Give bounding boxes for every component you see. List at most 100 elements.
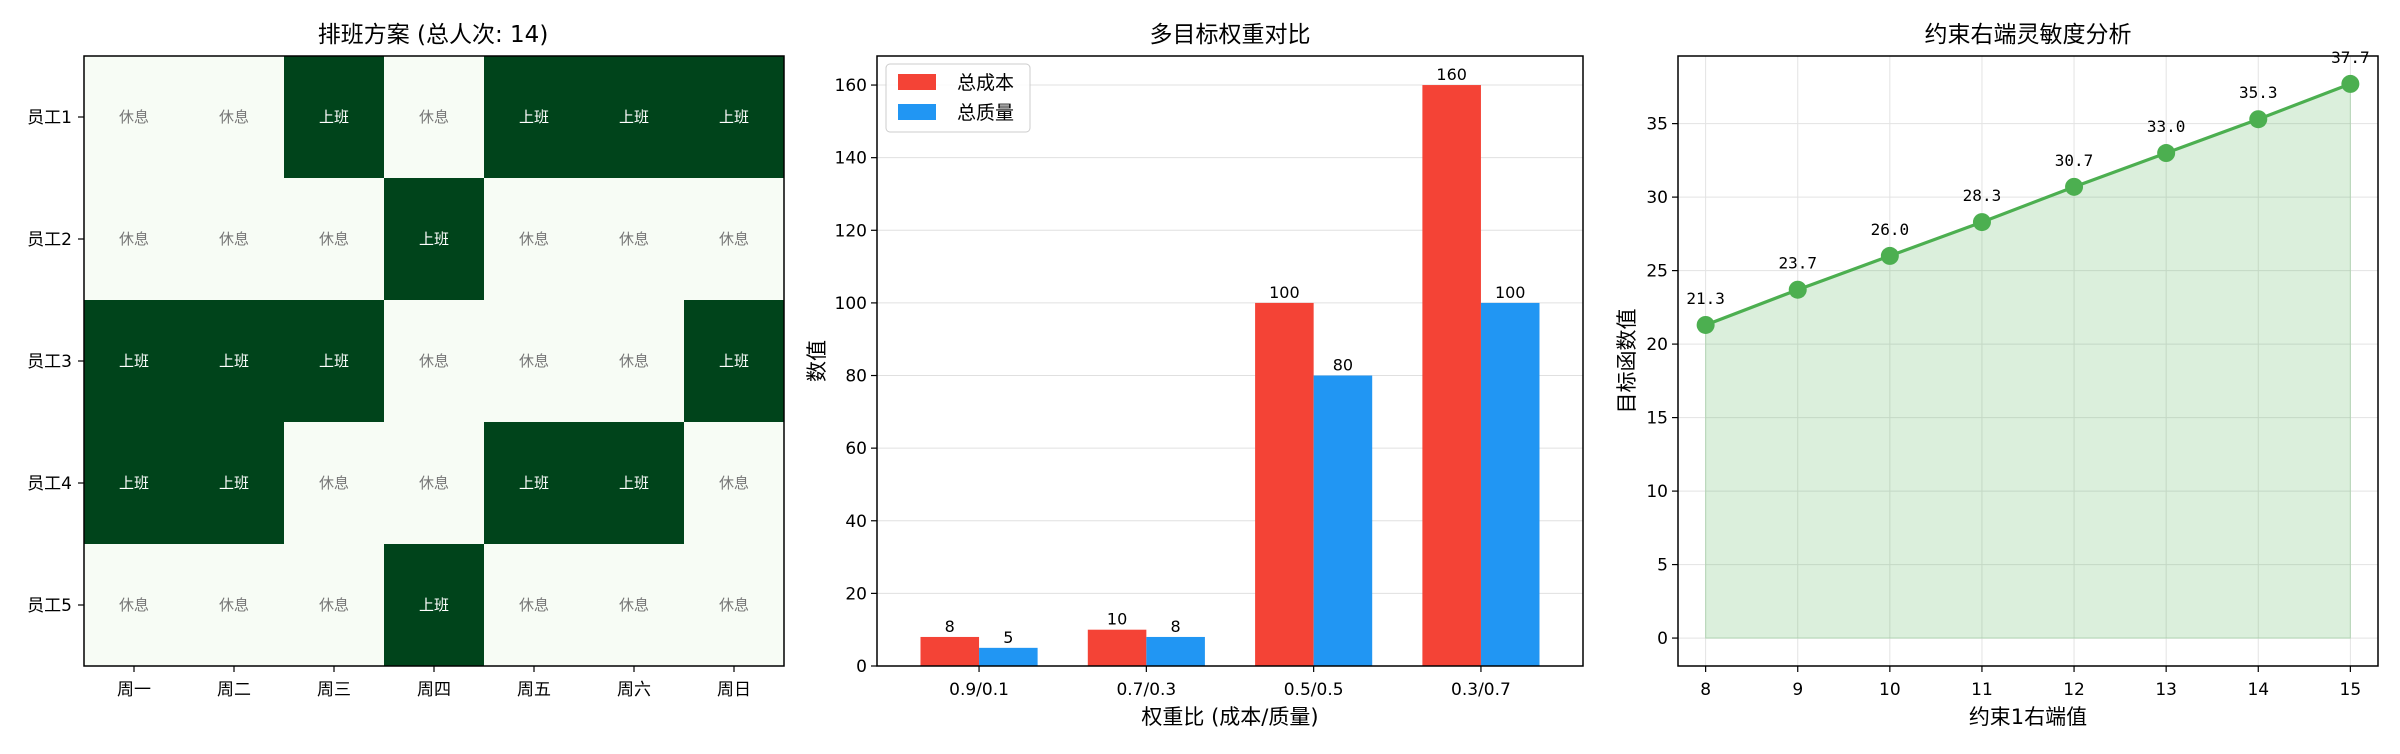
line-point (1788, 280, 1807, 299)
heatmap-cell-label: 休息 (319, 474, 349, 492)
heatmap-cell-label: 上班 (119, 352, 149, 370)
bar-value-label: 100 (1495, 283, 1526, 302)
heatmap-cell-label: 休息 (219, 596, 249, 614)
heatmap-cell (84, 56, 185, 179)
heatmap-cell (184, 178, 285, 301)
line-x-tick-label: 13 (2155, 680, 2177, 700)
heatmap-cell-label: 休息 (419, 352, 449, 370)
heatmap-cell-label: 上班 (119, 474, 149, 492)
line-x-axis-label: 约束1右端值 (1969, 705, 2087, 729)
heatmap-cell (684, 178, 785, 301)
heatmap-cell (484, 178, 585, 301)
bar-plot-frame (876, 55, 1584, 667)
bar-x-tick-label: 0.3/0.7 (1451, 680, 1511, 700)
heatmap-cell-label: 上班 (219, 352, 249, 370)
line-point (2341, 74, 2360, 93)
heatmap-cell-label: 上班 (419, 596, 449, 614)
legend-label-cost: 总成本 (957, 72, 1014, 94)
bar-y-tick-label: 140 (835, 149, 867, 169)
heatmap-cell (384, 56, 485, 179)
bar-x-tick-label: 0.7/0.3 (1116, 680, 1176, 700)
bar-value-label: 5 (1003, 628, 1013, 647)
heatmap-cell (484, 300, 585, 423)
line-point-label: 37.7 (2331, 48, 2370, 67)
heatmap-cell-label: 休息 (519, 230, 549, 248)
heatmap-col-label: 周四 (417, 680, 451, 700)
heatmap-cell-label: 休息 (619, 596, 649, 614)
legend-swatch-cost (898, 74, 936, 90)
heatmap-cell-label: 休息 (519, 596, 549, 614)
line-x-tick-label: 12 (2063, 680, 2085, 700)
line-point-label: 30.7 (2055, 151, 2094, 170)
line-point (2249, 110, 2268, 129)
heatmap-cell (584, 56, 685, 179)
bar-legend: 总成本 总质量 (885, 63, 1031, 133)
heatmap-cell (184, 300, 285, 423)
heatmap-cell (684, 300, 785, 423)
heatmap-col-label: 周日 (717, 680, 751, 700)
heatmap-col-label: 周二 (217, 680, 251, 700)
heatmap-cell (384, 300, 485, 423)
bar (1146, 636, 1205, 666)
heatmap-cell (184, 544, 285, 667)
line-y-tick-label: 10 (1646, 482, 1668, 502)
heatmap-cell (584, 300, 685, 423)
heatmap-cell-label: 上班 (719, 108, 749, 126)
weight-comparison-bar-chart: 多目标权重对比 8 10 100 160 5 8 80 100 0 20 40 60 80 100 120… (805, 22, 1584, 729)
heatmap-cell-label: 休息 (419, 474, 449, 492)
heatmap-cell-label: 休息 (219, 108, 249, 126)
bar-y-tick-label: 40 (845, 512, 867, 532)
heatmap-cell-label: 休息 (719, 230, 749, 248)
heatmap-cell-label: 上班 (719, 352, 749, 370)
bar (979, 647, 1038, 666)
heatmap-cell (584, 422, 685, 545)
heatmap-column-labels: 周一 周二 周三 周四 周五 周六 周日 (117, 666, 751, 700)
heatmap-cell (284, 178, 385, 301)
heatmap-cell (84, 300, 185, 423)
bar-chart-title: 多目标权重对比 (1150, 22, 1311, 48)
heatmap-cell (384, 178, 485, 301)
bar (1313, 375, 1373, 666)
bar (1087, 629, 1147, 666)
heatmap-cell (684, 544, 785, 667)
line-x-tick-label: 8 (1700, 680, 1711, 700)
bar (1255, 302, 1314, 666)
heatmap-cell (84, 178, 185, 301)
bar-y-tick-label: 160 (835, 76, 867, 96)
line-point-label: 35.3 (2239, 83, 2278, 102)
heatmap-row-label: 员工4 (27, 474, 72, 494)
line-y-tick-label: 25 (1646, 262, 1668, 282)
line-point (1696, 315, 1715, 334)
bar-value-label: 10 (1107, 610, 1127, 629)
bar-y-ticks: 0 20 40 60 80 100 120 140 160 (835, 76, 877, 677)
bar (1422, 85, 1481, 667)
heatmap-cell (484, 544, 585, 667)
heatmap-col-label: 周一 (117, 680, 151, 700)
bar-y-tick-label: 100 (835, 294, 867, 314)
line-x-ticks: 8 9 10 11 12 13 14 15 (1700, 666, 2361, 700)
heatmap-row-label: 员工3 (27, 352, 72, 372)
line-y-axis-label: 目标函数值 (1615, 309, 1639, 414)
line-area-fill (1705, 83, 2351, 639)
line-point-label: 33.0 (2147, 117, 2186, 136)
heatmap-cell (384, 544, 485, 667)
heatmap-cell-label: 休息 (119, 108, 149, 126)
bar-value-label: 100 (1269, 283, 1300, 302)
line-y-tick-label: 20 (1646, 335, 1668, 355)
bar-x-tick-label: 0.5/0.5 (1284, 680, 1344, 700)
bar-x-axis-label: 权重比 (成本/质量) (1141, 705, 1318, 729)
line-series: 21.3 23.7 26.0 28.3 30.7 33.0 35.3 37.7 (1686, 48, 2370, 639)
bar-x-tick-label: 0.9/0.1 (949, 680, 1009, 700)
sensitivity-line-chart: 约束右端灵敏度分析 21.3 23.7 26.0 28.3 30.7 33.0 35.3 37… (1615, 22, 2379, 729)
heatmap-cell-label: 休息 (119, 596, 149, 614)
bar-y-tick-label: 80 (845, 367, 867, 387)
bar-value-label: 8 (1171, 617, 1181, 636)
line-y-tick-label: 30 (1646, 188, 1668, 208)
line-point-label: 23.7 (1778, 254, 1817, 273)
line-point-label: 26.0 (1871, 220, 1910, 239)
line-point (2157, 144, 2176, 163)
heatmap-col-label: 周三 (317, 680, 351, 700)
heatmap-cell-label: 休息 (219, 230, 249, 248)
